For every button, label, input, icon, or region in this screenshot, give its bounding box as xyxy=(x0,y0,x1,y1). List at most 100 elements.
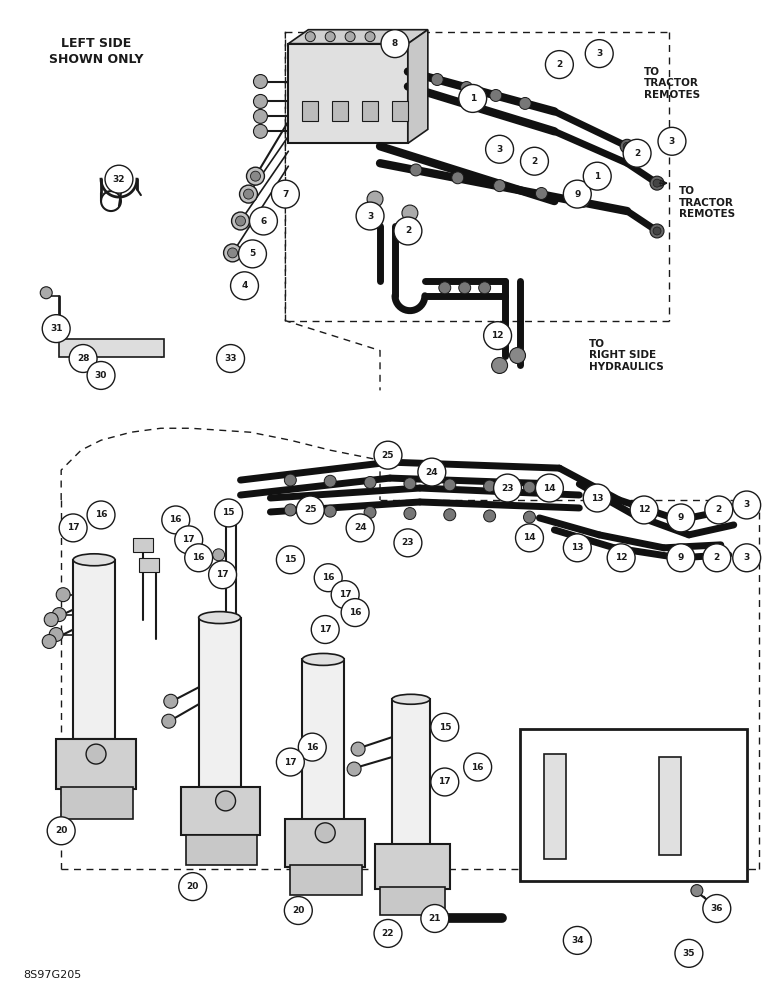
Text: 16: 16 xyxy=(349,608,361,617)
Circle shape xyxy=(394,529,422,557)
Bar xyxy=(544,754,567,859)
Text: 7: 7 xyxy=(283,190,289,199)
Circle shape xyxy=(272,180,300,208)
Circle shape xyxy=(162,506,190,534)
Text: 17: 17 xyxy=(319,625,331,634)
Circle shape xyxy=(92,366,106,380)
Text: 13: 13 xyxy=(571,543,584,552)
Circle shape xyxy=(444,479,455,491)
Circle shape xyxy=(564,534,591,562)
Text: 24: 24 xyxy=(425,468,438,477)
Circle shape xyxy=(276,748,304,776)
Text: 20: 20 xyxy=(55,826,67,835)
Text: 2: 2 xyxy=(531,157,537,166)
Circle shape xyxy=(452,172,464,184)
Circle shape xyxy=(584,484,611,512)
Circle shape xyxy=(404,508,416,520)
Circle shape xyxy=(59,514,87,542)
Circle shape xyxy=(464,753,492,781)
Text: 16: 16 xyxy=(306,743,319,752)
Circle shape xyxy=(564,926,591,954)
Text: 15: 15 xyxy=(284,555,296,564)
Bar xyxy=(286,819,365,867)
Text: 9: 9 xyxy=(574,190,581,199)
Circle shape xyxy=(733,491,760,519)
Text: 2: 2 xyxy=(557,60,563,69)
Circle shape xyxy=(232,212,249,230)
Text: 3: 3 xyxy=(669,137,675,146)
Text: 17: 17 xyxy=(339,590,351,599)
Bar xyxy=(520,729,747,881)
Circle shape xyxy=(345,32,355,42)
Circle shape xyxy=(49,628,63,641)
Circle shape xyxy=(235,216,245,226)
Circle shape xyxy=(394,217,422,245)
Text: 22: 22 xyxy=(381,929,394,938)
Text: 2: 2 xyxy=(634,149,640,158)
Bar xyxy=(186,835,258,865)
Circle shape xyxy=(324,475,336,487)
Circle shape xyxy=(650,176,664,190)
Circle shape xyxy=(231,272,259,300)
Bar xyxy=(392,699,430,847)
Circle shape xyxy=(536,188,547,199)
Circle shape xyxy=(585,40,613,68)
Circle shape xyxy=(364,476,376,488)
Circle shape xyxy=(418,458,445,486)
Text: 30: 30 xyxy=(95,371,107,380)
Circle shape xyxy=(623,139,651,167)
Circle shape xyxy=(658,127,686,155)
Circle shape xyxy=(47,817,75,845)
Text: 21: 21 xyxy=(428,914,441,923)
Circle shape xyxy=(243,189,253,199)
Circle shape xyxy=(667,544,695,572)
Circle shape xyxy=(331,581,359,609)
Circle shape xyxy=(239,185,258,203)
Bar xyxy=(59,339,164,357)
Circle shape xyxy=(356,202,384,230)
Circle shape xyxy=(314,564,342,592)
Text: 3: 3 xyxy=(743,553,750,562)
Bar xyxy=(133,538,153,552)
Text: 28: 28 xyxy=(77,354,90,363)
Text: 16: 16 xyxy=(192,553,205,562)
Circle shape xyxy=(520,147,548,175)
Circle shape xyxy=(431,713,459,741)
Bar xyxy=(303,101,318,121)
Circle shape xyxy=(425,909,445,928)
Circle shape xyxy=(351,742,365,756)
Text: 25: 25 xyxy=(304,505,317,514)
Circle shape xyxy=(215,499,242,527)
Bar xyxy=(73,560,115,739)
Bar xyxy=(198,618,241,787)
Circle shape xyxy=(56,588,70,602)
Circle shape xyxy=(75,353,87,364)
Text: TO
TRACTOR
REMOTES: TO TRACTOR REMOTES xyxy=(679,186,735,219)
Text: TO
RIGHT SIDE
HYDRAULICS: TO RIGHT SIDE HYDRAULICS xyxy=(589,339,664,372)
Circle shape xyxy=(620,139,634,153)
Circle shape xyxy=(431,768,459,796)
Circle shape xyxy=(365,32,375,42)
Text: 20: 20 xyxy=(187,882,199,891)
Circle shape xyxy=(250,171,260,181)
Circle shape xyxy=(298,733,327,761)
Circle shape xyxy=(479,282,491,294)
Circle shape xyxy=(733,544,760,572)
Circle shape xyxy=(461,82,472,93)
Text: 4: 4 xyxy=(242,281,248,290)
Circle shape xyxy=(105,165,133,193)
Circle shape xyxy=(459,85,486,112)
Text: 17: 17 xyxy=(216,570,229,579)
Circle shape xyxy=(86,744,106,764)
Circle shape xyxy=(224,244,242,262)
Bar xyxy=(56,739,136,789)
Circle shape xyxy=(650,224,664,238)
Text: 3: 3 xyxy=(596,49,602,58)
Circle shape xyxy=(510,348,526,363)
Text: 24: 24 xyxy=(354,523,367,532)
Circle shape xyxy=(653,179,661,187)
Circle shape xyxy=(249,207,277,235)
Circle shape xyxy=(703,544,731,572)
Circle shape xyxy=(179,873,207,901)
Text: 17: 17 xyxy=(182,535,195,544)
